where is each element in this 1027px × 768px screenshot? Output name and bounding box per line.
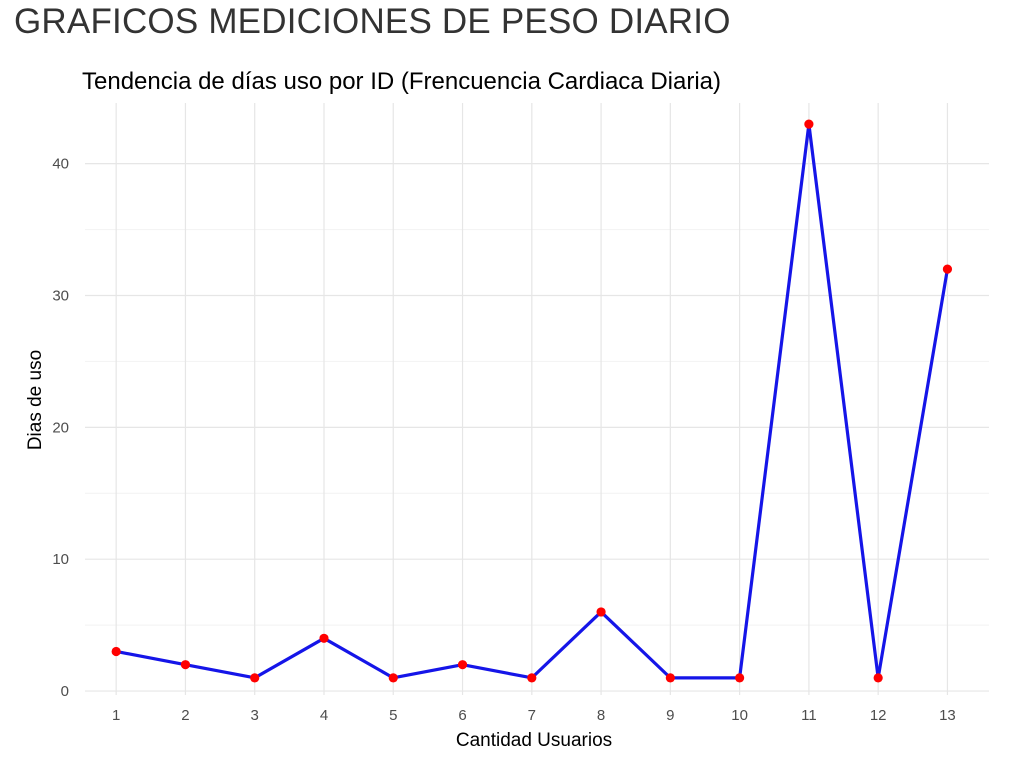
y-axis-label: Dias de uso	[25, 350, 46, 450]
x-tick-label: 6	[458, 707, 466, 724]
page-header: GRAFICOS MEDICIONES DE PESO DIARIO	[14, 2, 731, 41]
data-point	[319, 633, 329, 643]
series-line-segment	[391, 663, 465, 680]
y-tick-label: 40	[52, 156, 69, 173]
series-line-segment	[253, 636, 326, 680]
y-tick-label: 30	[52, 287, 69, 304]
data-point	[942, 264, 953, 274]
x-tick-labels: 1 2 3 4 5 6 7 8 9 10 11 12 13	[112, 707, 956, 724]
x-tick-label: 2	[181, 707, 189, 724]
data-point	[180, 660, 191, 670]
data-point	[527, 673, 537, 683]
series-line-segment	[807, 122, 880, 680]
x-tick-label: 11	[801, 707, 817, 724]
series-line-segment	[599, 610, 672, 680]
plot-panel	[85, 103, 989, 695]
data-point	[735, 673, 745, 683]
y-tick-label: 20	[52, 419, 69, 436]
data-point	[804, 119, 814, 129]
y-tick-label: 0	[61, 683, 69, 700]
data-point	[596, 607, 606, 617]
chart-title: Tendencia de días uso por ID (Frencuenci…	[82, 68, 721, 95]
major-gridlines-y	[85, 163, 989, 692]
x-axis-label: Cantidad Usuarios	[456, 730, 612, 751]
series-line-segment	[183, 663, 257, 680]
x-tick-label: 10	[731, 707, 748, 724]
series-line-segment	[530, 610, 603, 680]
series-line-segment	[114, 649, 188, 667]
x-tick-label: 4	[320, 707, 328, 724]
data-point	[250, 673, 260, 683]
data-point	[457, 660, 468, 670]
gridlines-x	[115, 103, 949, 695]
series-lines	[114, 122, 950, 680]
x-tick-label: 3	[251, 707, 259, 724]
x-tick-label: 7	[528, 707, 536, 724]
x-tick-label: 12	[870, 707, 887, 724]
data-point	[388, 673, 398, 683]
data-point	[873, 673, 883, 683]
series-line-segment	[738, 122, 811, 680]
x-tick-label: 5	[389, 707, 397, 724]
series-line-segment	[876, 267, 950, 680]
x-tick-label: 8	[597, 707, 605, 724]
x-tick-label: 13	[939, 707, 956, 724]
x-tick-label: 9	[666, 707, 674, 724]
y-tick-labels: 0 10 20 30 40	[52, 156, 69, 700]
x-tick-label: 1	[112, 707, 120, 724]
data-point	[111, 646, 121, 657]
series-line-segment	[322, 636, 395, 680]
series-line-segment	[460, 663, 534, 680]
data-point	[665, 673, 675, 683]
y-tick-label: 10	[52, 551, 69, 568]
series-points	[111, 119, 953, 683]
